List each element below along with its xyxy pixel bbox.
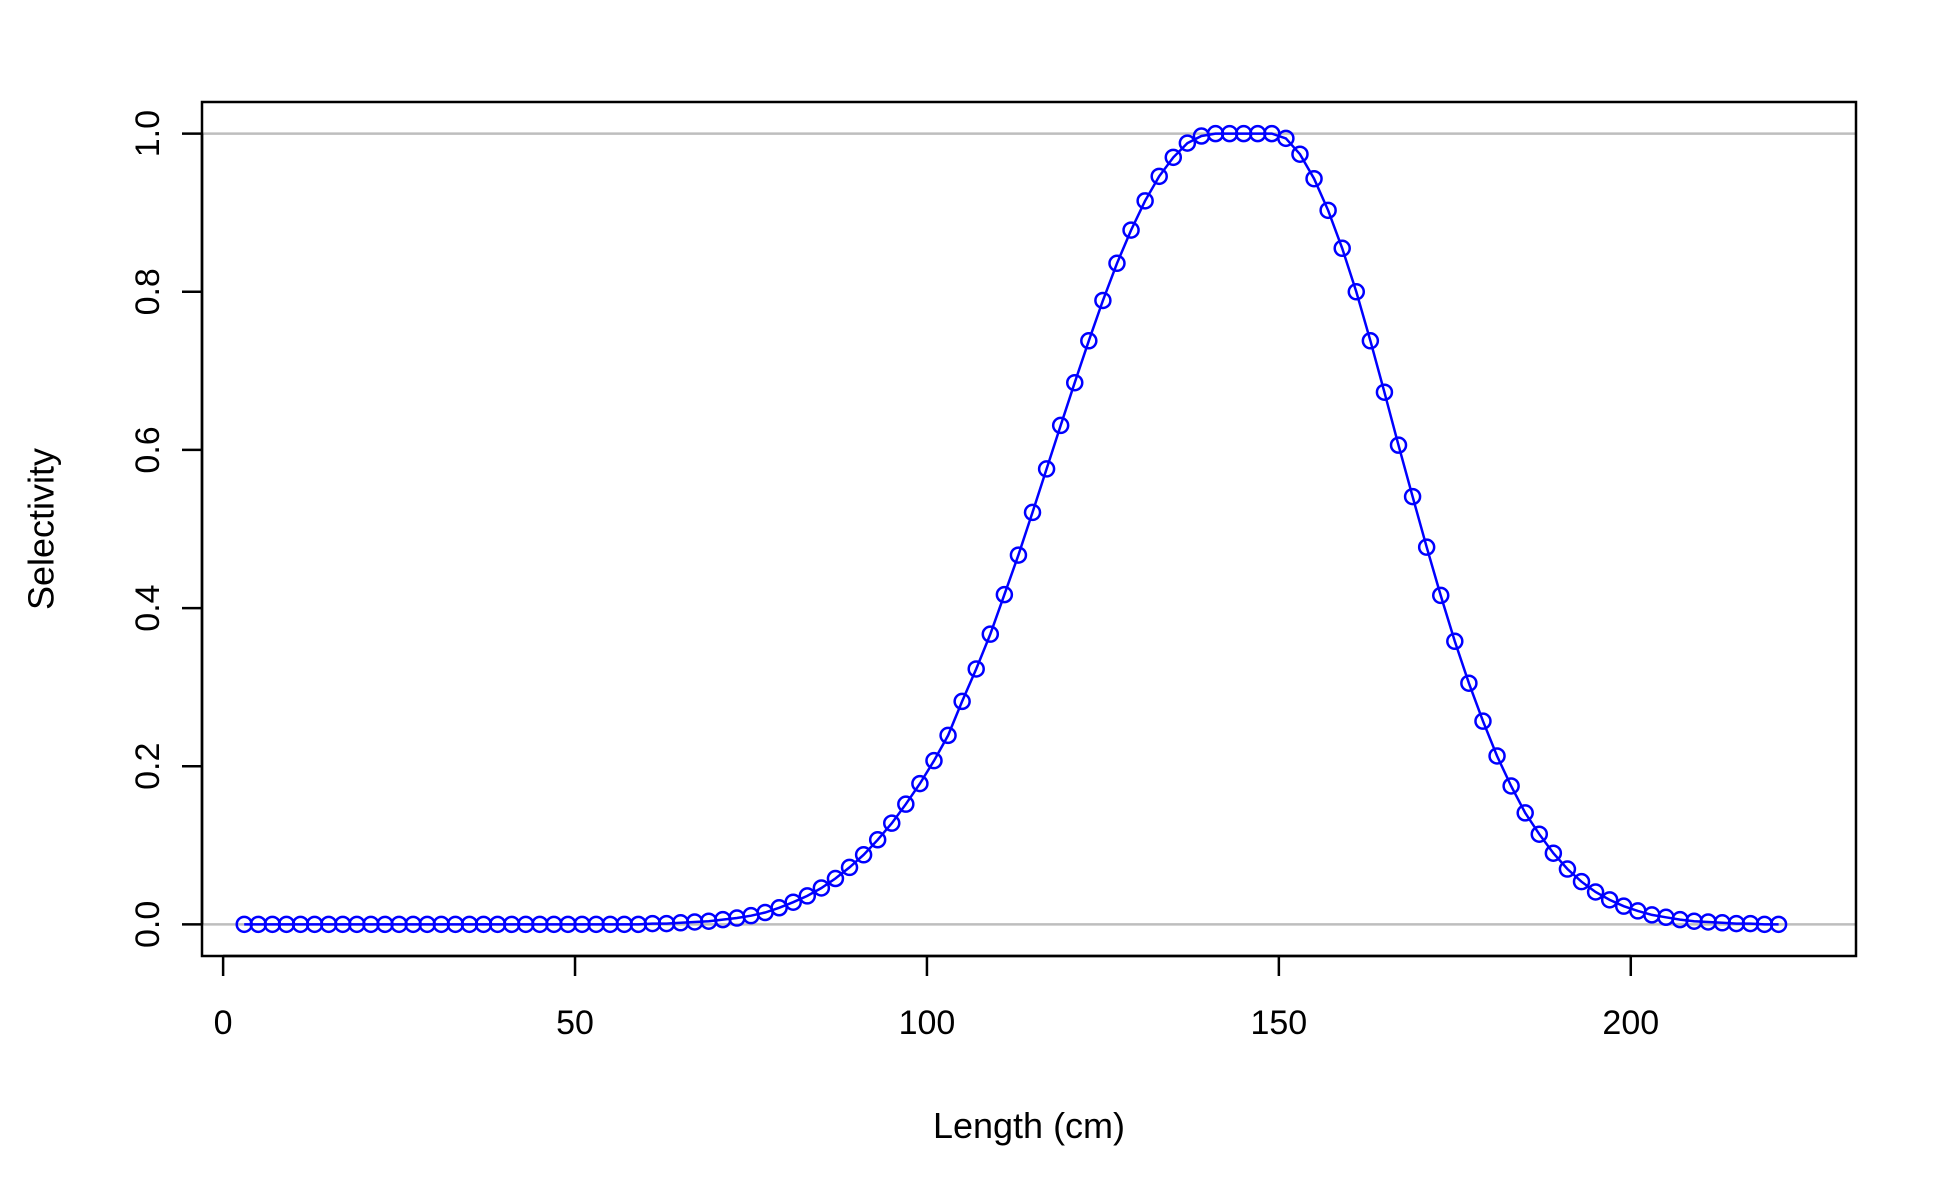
data-point (1094, 291, 1112, 310)
data-point (925, 751, 943, 770)
x-tick-label: 50 (556, 1004, 594, 1042)
data-point (995, 585, 1014, 604)
data-point (1572, 872, 1591, 891)
data-point (812, 879, 831, 897)
series-line (244, 132, 1779, 926)
selectivity-series (235, 124, 1788, 934)
data-point (1277, 129, 1295, 148)
data-point (1361, 332, 1380, 350)
y-tick-label: 0.4 (129, 584, 167, 631)
data-point (1319, 201, 1337, 220)
data-point (967, 660, 985, 678)
reference-lines (202, 132, 1856, 926)
data-point (1544, 844, 1563, 862)
x-axis: 0 50 100 150 200 (214, 954, 1659, 1042)
y-tick-label: 1.0 (129, 110, 167, 157)
data-point (1375, 383, 1394, 401)
y-tick-label: 0.6 (129, 426, 167, 473)
data-point (1347, 283, 1366, 301)
data-point (1178, 134, 1197, 152)
data-point (840, 858, 859, 877)
data-point (1037, 460, 1056, 478)
data-point (1009, 546, 1028, 564)
data-point (1488, 747, 1506, 765)
y-tick-label: 0.8 (129, 268, 167, 315)
y-axis: 0.0 0.2 0.4 0.6 0.8 1.0 (129, 110, 204, 948)
plot-frame (200, 100, 1858, 958)
data-point (1333, 239, 1351, 258)
y-axis-title: Selectivity (21, 448, 62, 610)
data-point (1530, 825, 1549, 843)
data-point (1164, 148, 1183, 167)
data-point (897, 795, 915, 813)
data-point (1431, 586, 1450, 605)
x-tick-label: 150 (1250, 1004, 1307, 1042)
data-point (1417, 538, 1436, 556)
data-point (1516, 804, 1534, 822)
data-point (1080, 332, 1098, 350)
data-point (953, 692, 971, 711)
data-point (798, 887, 817, 905)
data-point (1769, 915, 1788, 934)
data-point (981, 625, 1000, 643)
data-point (868, 831, 887, 849)
data-point (826, 869, 845, 888)
data-point (883, 814, 901, 832)
y-tick-label: 0.2 (129, 743, 167, 790)
data-point (1389, 436, 1408, 454)
y-tick-label: 0.0 (129, 901, 167, 948)
data-point (1446, 632, 1464, 651)
data-point (1460, 674, 1478, 692)
data-point (1502, 777, 1520, 795)
data-point (1108, 254, 1126, 273)
x-tick-label: 200 (1602, 1004, 1659, 1042)
data-point (1558, 860, 1577, 878)
data-point (939, 726, 957, 745)
data-point (1122, 221, 1140, 239)
data-point (911, 774, 929, 793)
x-axis-title: Length (cm) (933, 1105, 1125, 1146)
data-point (1600, 891, 1619, 909)
data-point (1065, 373, 1084, 392)
data-point (1474, 712, 1492, 730)
data-point (1403, 487, 1422, 506)
data-point (1023, 503, 1042, 522)
data-point (1305, 169, 1323, 188)
data-point (784, 893, 802, 911)
x-tick-label: 0 (214, 1004, 233, 1042)
data-point (1586, 883, 1605, 901)
data-point (1150, 167, 1168, 186)
x-tick-label: 100 (899, 1004, 956, 1042)
data-point (1051, 416, 1070, 435)
data-point (1291, 145, 1309, 163)
data-point (1136, 192, 1154, 210)
data-point (854, 846, 873, 864)
